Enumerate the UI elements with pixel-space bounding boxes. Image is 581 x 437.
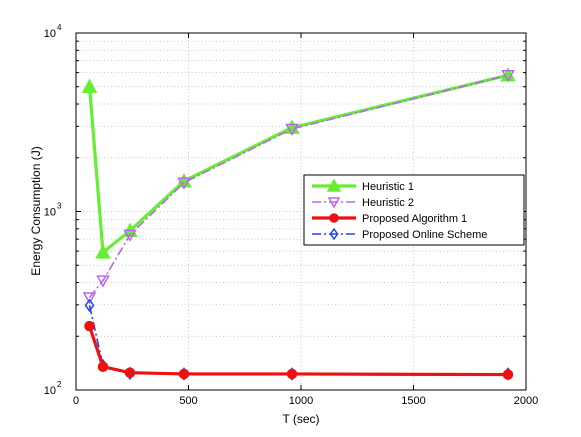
y-tick-exponent: 4 [57, 23, 62, 32]
data-point-marker [326, 178, 342, 192]
y-axis-label: Energy Consumption (J) [29, 146, 43, 275]
data-point-marker [97, 361, 109, 372]
data-series [81, 67, 516, 381]
data-point-marker [82, 292, 97, 305]
series-heuristic-2 [82, 69, 515, 305]
series-line [87, 73, 509, 255]
series-proposed-algorithm-1 [84, 320, 514, 380]
data-point-marker [329, 227, 339, 241]
x-tick-label: 0 [73, 395, 79, 407]
data-point-marker [285, 123, 299, 137]
y-tick-label: 10 [44, 28, 56, 40]
data-point-marker [124, 367, 136, 378]
data-point-marker [96, 275, 110, 288]
y-tick-label: 10 [44, 207, 56, 219]
data-point-marker [178, 368, 190, 380]
series-line [87, 325, 509, 377]
x-tick-label: 1500 [401, 395, 425, 407]
data-point-marker [81, 78, 98, 93]
legend-label: Heuristic 2 [362, 197, 414, 209]
data-point-marker [95, 244, 111, 259]
data-point-marker [123, 229, 137, 242]
legend-label: Proposed Algorithm 1 [362, 213, 467, 225]
x-axis-label: T (sec) [282, 412, 319, 426]
data-point-marker [84, 320, 95, 332]
x-tick-label: 2000 [514, 395, 538, 407]
data-point-marker [329, 213, 339, 223]
legend-label: Proposed Online Scheme [362, 229, 487, 241]
y-tick-exponent: 2 [57, 380, 62, 389]
data-point-marker [177, 177, 191, 190]
legend-label: Heuristic 1 [362, 181, 414, 193]
data-point-marker [286, 368, 298, 380]
y-tick-label: 10 [44, 385, 56, 397]
data-point-marker [502, 369, 514, 380]
y-tick-exponent: 3 [57, 202, 62, 211]
legend: Heuristic 1 Heuristic 2 Proposed Algorithm… [303, 174, 525, 246]
data-point-marker [327, 197, 341, 209]
x-tick-label: 1000 [289, 395, 313, 407]
data-point-marker [501, 69, 515, 83]
data-point-marker [84, 298, 95, 313]
x-tick-label: 500 [179, 395, 197, 407]
